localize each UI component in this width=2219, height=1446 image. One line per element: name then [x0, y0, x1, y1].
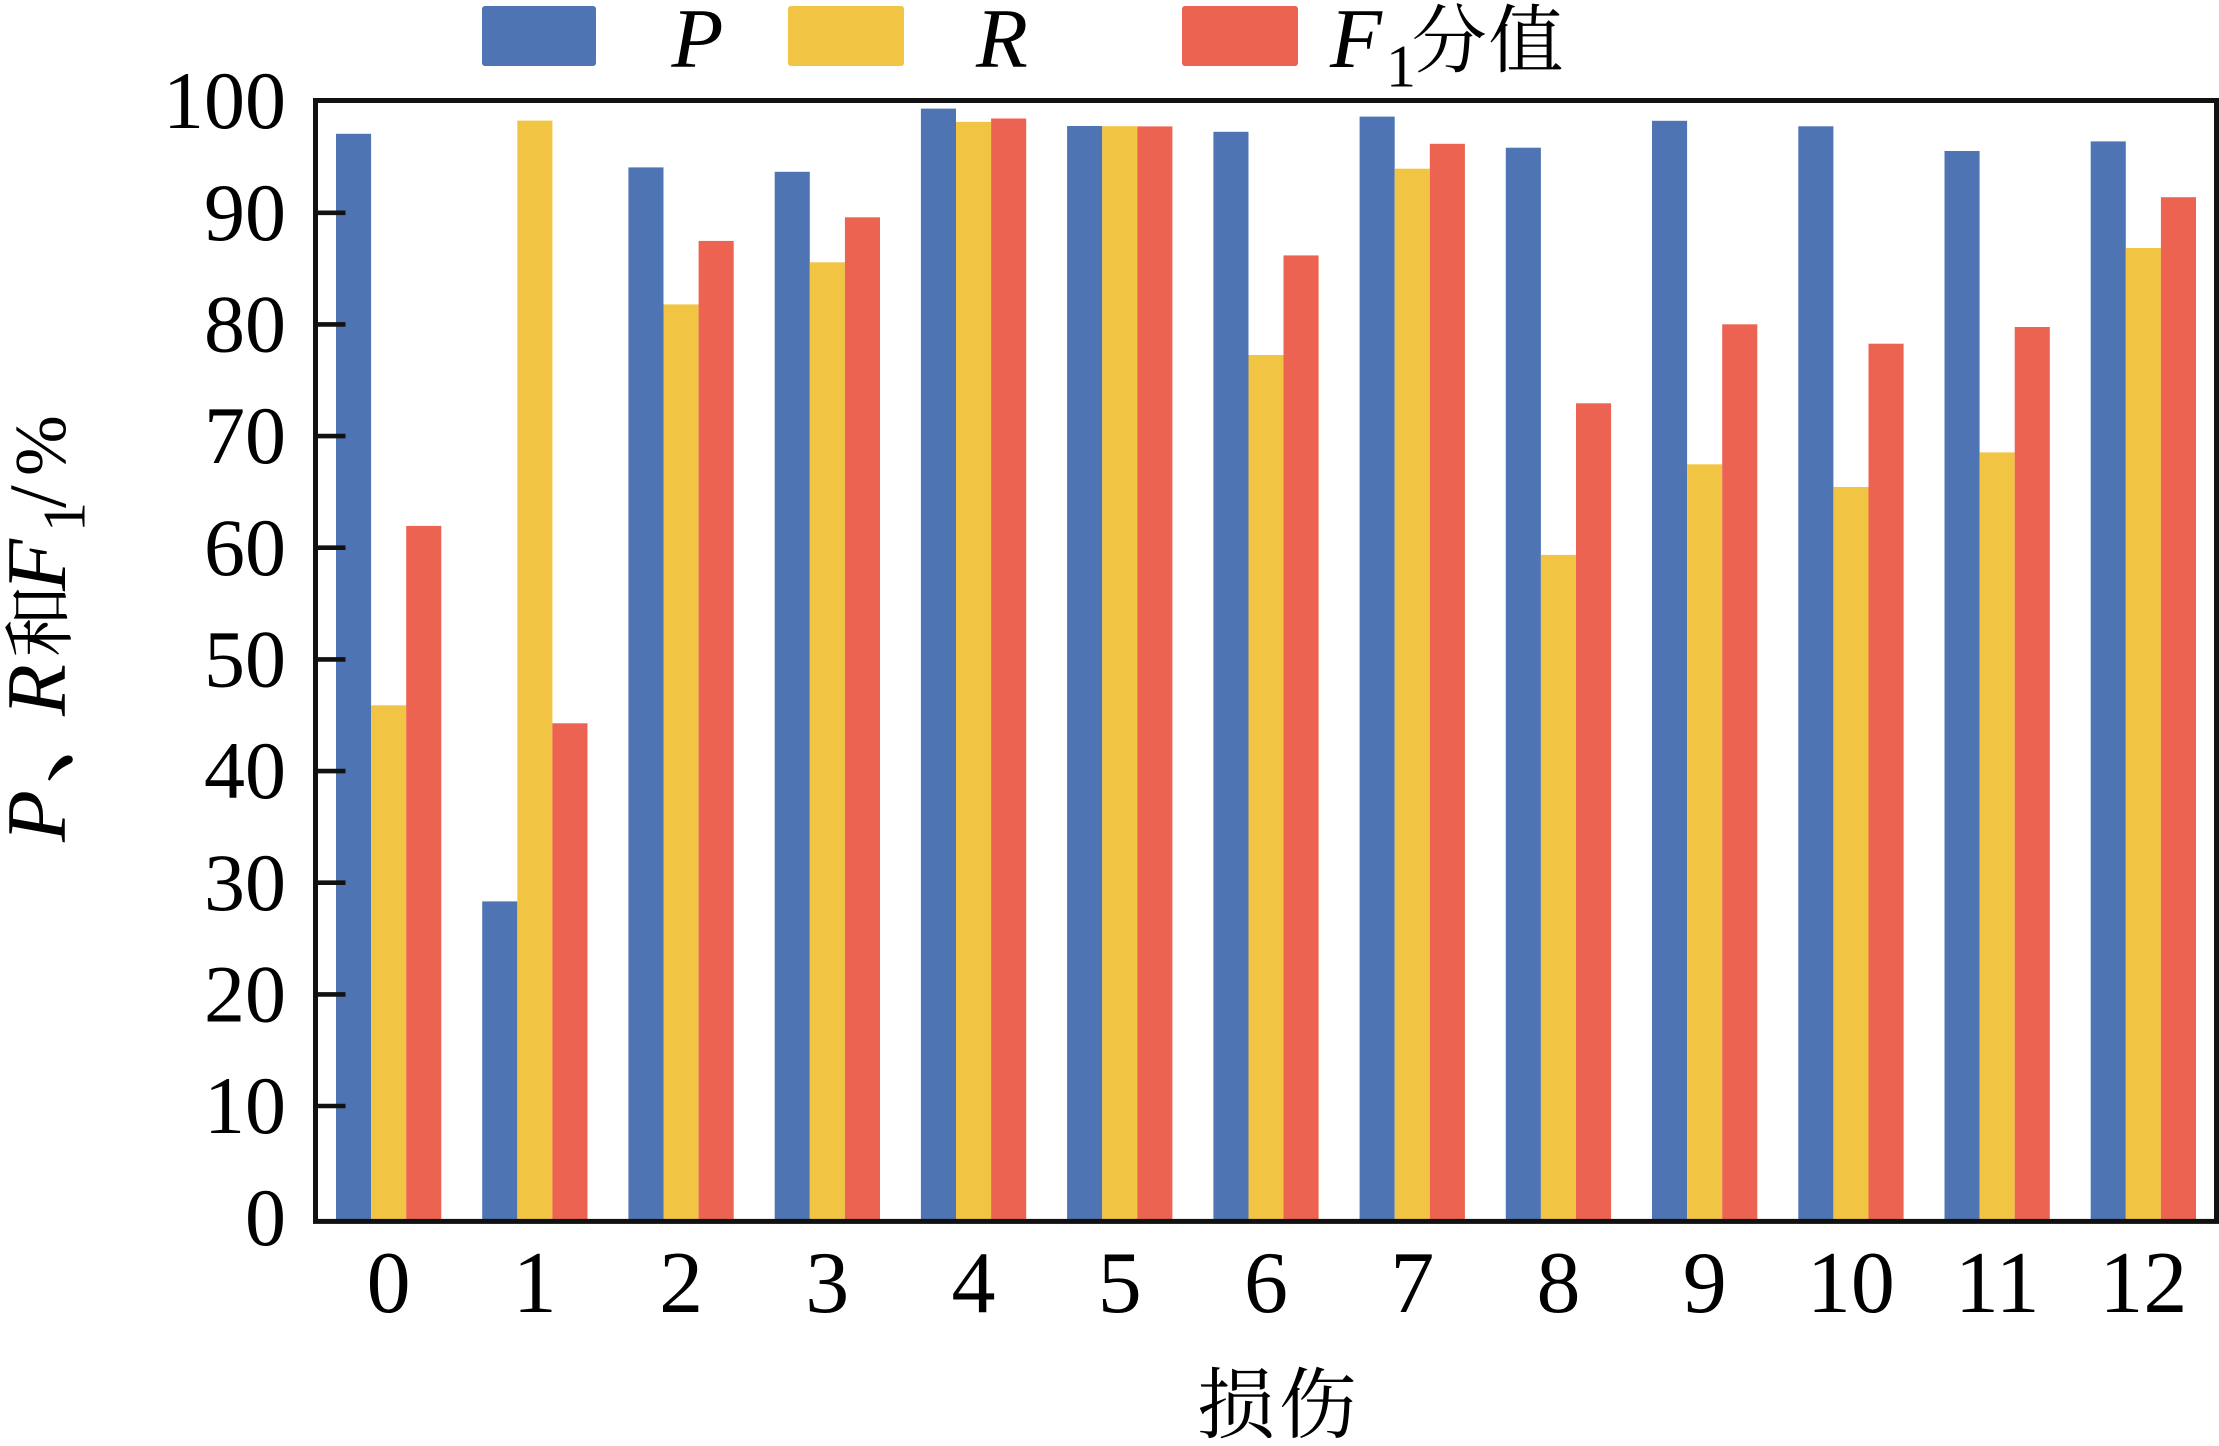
svg-text:90: 90: [204, 167, 286, 258]
svg-text:6: 6: [1244, 1235, 1288, 1332]
svg-text:1: 1: [1386, 34, 1416, 100]
svg-text:9: 9: [1683, 1235, 1727, 1332]
svg-text:11: 11: [1955, 1235, 2040, 1332]
svg-text:2: 2: [659, 1235, 703, 1332]
svg-text:100: 100: [163, 55, 286, 146]
svg-text:F: F: [0, 538, 84, 592]
svg-text:5: 5: [1098, 1235, 1142, 1332]
svg-text:3: 3: [805, 1235, 849, 1332]
svg-text:80: 80: [204, 279, 286, 370]
svg-text:8: 8: [1537, 1235, 1581, 1332]
svg-text:F: F: [1329, 0, 1383, 86]
svg-text:0: 0: [245, 1172, 286, 1263]
svg-text:70: 70: [204, 390, 286, 481]
svg-text:R: R: [0, 664, 84, 717]
svg-text:10: 10: [1807, 1235, 1895, 1332]
svg-text:40: 40: [204, 725, 286, 816]
svg-text:10: 10: [204, 1060, 286, 1151]
svg-text:12: 12: [2099, 1235, 2187, 1332]
svg-text:P: P: [0, 790, 84, 843]
svg-text:4: 4: [952, 1235, 996, 1332]
svg-text:1: 1: [32, 502, 98, 532]
svg-text:50: 50: [204, 614, 286, 705]
svg-text:0: 0: [367, 1235, 411, 1332]
svg-text:/: /: [0, 485, 83, 508]
svg-text:%: %: [0, 415, 81, 476]
svg-text:20: 20: [204, 949, 286, 1040]
svg-text:1: 1: [513, 1235, 557, 1332]
svg-text:P: P: [671, 0, 724, 86]
svg-text:60: 60: [204, 502, 286, 593]
svg-text:7: 7: [1390, 1235, 1434, 1332]
svg-text:30: 30: [204, 837, 286, 928]
svg-text:R: R: [975, 0, 1028, 86]
